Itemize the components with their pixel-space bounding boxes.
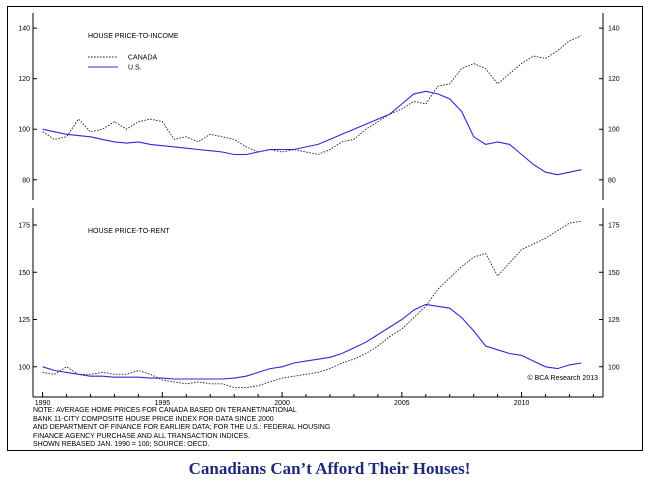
chart-note: NOTE: AVERAGE HOME PRICES FOR CANADA BAS…: [33, 407, 453, 450]
y-tick-label-right: 100: [608, 127, 620, 134]
series-line-us: [42, 90, 582, 176]
y-tick-label-right: 175: [608, 223, 620, 230]
y-tick-label-right: 100: [608, 364, 620, 371]
copyright-annotation: © BCA Research 2013: [527, 374, 598, 382]
y-tick-label-right: 125: [608, 317, 620, 324]
y-tick-label-left: 125: [18, 317, 30, 324]
note-line: SHOWN REBASED JAN. 1990 = 100; SOURCE: O…: [33, 441, 210, 449]
x-tick-label: 2010: [514, 400, 530, 407]
series-line-canada: [42, 220, 582, 389]
y-tick-label-left: 120: [18, 76, 30, 83]
legend-label: U.S.: [128, 65, 142, 72]
x-tick-label: 1995: [155, 400, 171, 407]
note-line: NOTE: AVERAGE HOME PRICES FOR CANADA BAS…: [33, 407, 297, 414]
y-tick-label-right: 80: [608, 177, 616, 184]
note-line: BANK 11-CITY COMPOSITE HOUSE PRICE INDEX…: [33, 415, 274, 423]
series-line-canada: [42, 35, 582, 155]
series-line-us: [42, 303, 582, 380]
y-tick-label-left: 175: [18, 223, 30, 230]
y-tick-label-right: 120: [608, 76, 620, 83]
note-line: AND DEPARTMENT OF FINANCE FOR EARLIER DA…: [33, 424, 331, 432]
x-tick-label: 2000: [274, 400, 290, 407]
panel-title: HOUSE PRICE-TO-INCOME: [88, 33, 179, 40]
y-tick-label-right: 150: [608, 270, 620, 277]
y-tick-label-right: 140: [608, 26, 620, 33]
x-tick-label: 1990: [35, 400, 51, 407]
x-tick-label: 2005: [394, 400, 410, 407]
y-tick-label-left: 150: [18, 270, 30, 277]
panel-title: HOUSE PRICE-TO-RENT: [88, 228, 170, 235]
y-tick-label-left: 140: [18, 26, 30, 33]
figure-caption: Canadians Can’t Afford Their Houses!: [188, 459, 471, 478]
y-tick-label-left: 100: [18, 127, 30, 134]
legend-label: CANADA: [128, 55, 158, 62]
y-tick-label-left: 80: [22, 177, 30, 184]
y-tick-label-left: 100: [18, 364, 30, 371]
note-line: FINANCE AGENCY PURCHASE AND ALL TRANSACT…: [33, 432, 250, 440]
